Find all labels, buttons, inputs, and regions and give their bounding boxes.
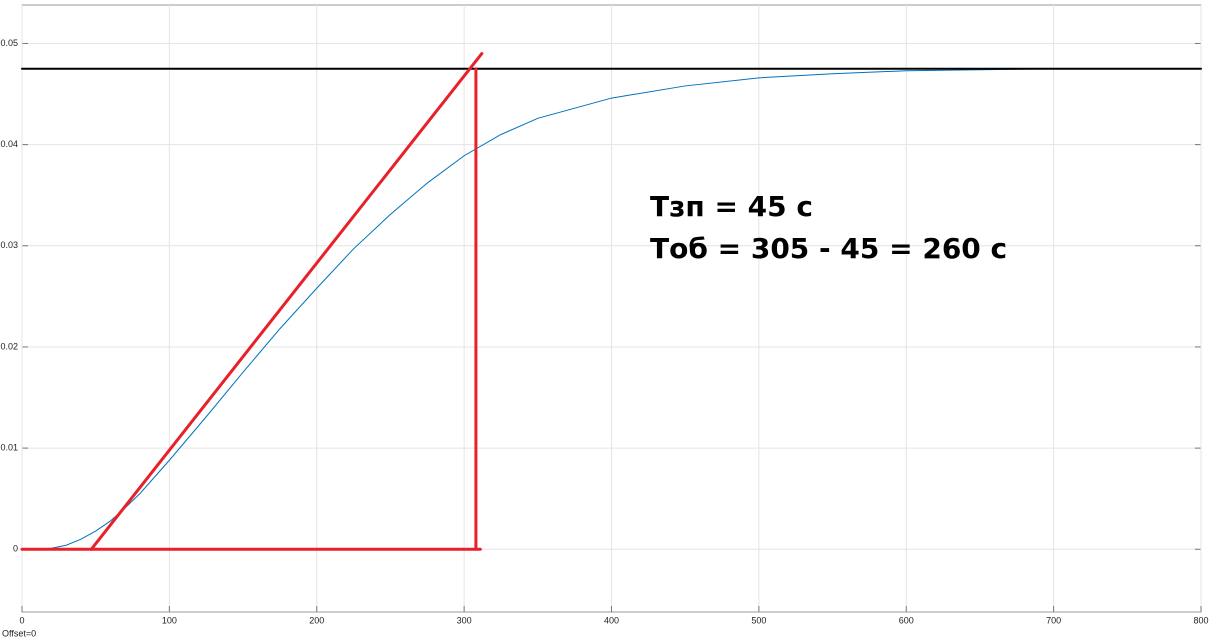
x-tick-label: 500 bbox=[751, 615, 766, 625]
x-tick-label: 0 bbox=[19, 615, 24, 625]
marks bbox=[20, 52, 1202, 551]
x-tick-label: 300 bbox=[457, 615, 472, 625]
x-tick-label: 800 bbox=[1193, 615, 1208, 625]
x-tick-label: 600 bbox=[899, 615, 914, 625]
offset-label: Offset=0 bbox=[2, 628, 36, 638]
y-tick-label: 0.04 bbox=[0, 139, 18, 149]
annotation: Тоб = 305 - 45 = 260 с bbox=[650, 232, 1007, 265]
y-tick-label: 0.01 bbox=[0, 442, 18, 452]
series-line bbox=[89, 52, 484, 551]
series-line bbox=[21, 68, 1055, 550]
y-tick-label: 0.03 bbox=[0, 240, 18, 250]
x-tick-label: 700 bbox=[1046, 615, 1061, 625]
x-tick-label: 400 bbox=[604, 615, 619, 625]
x-tick-label: 100 bbox=[162, 615, 177, 625]
y-tick-label: 0.02 bbox=[0, 341, 18, 351]
x-tick-label: 200 bbox=[309, 615, 324, 625]
annotation: Тзп = 45 с bbox=[650, 190, 813, 223]
y-tick-label: 0.05 bbox=[0, 38, 18, 48]
y-tick-label: 0 bbox=[13, 544, 18, 554]
